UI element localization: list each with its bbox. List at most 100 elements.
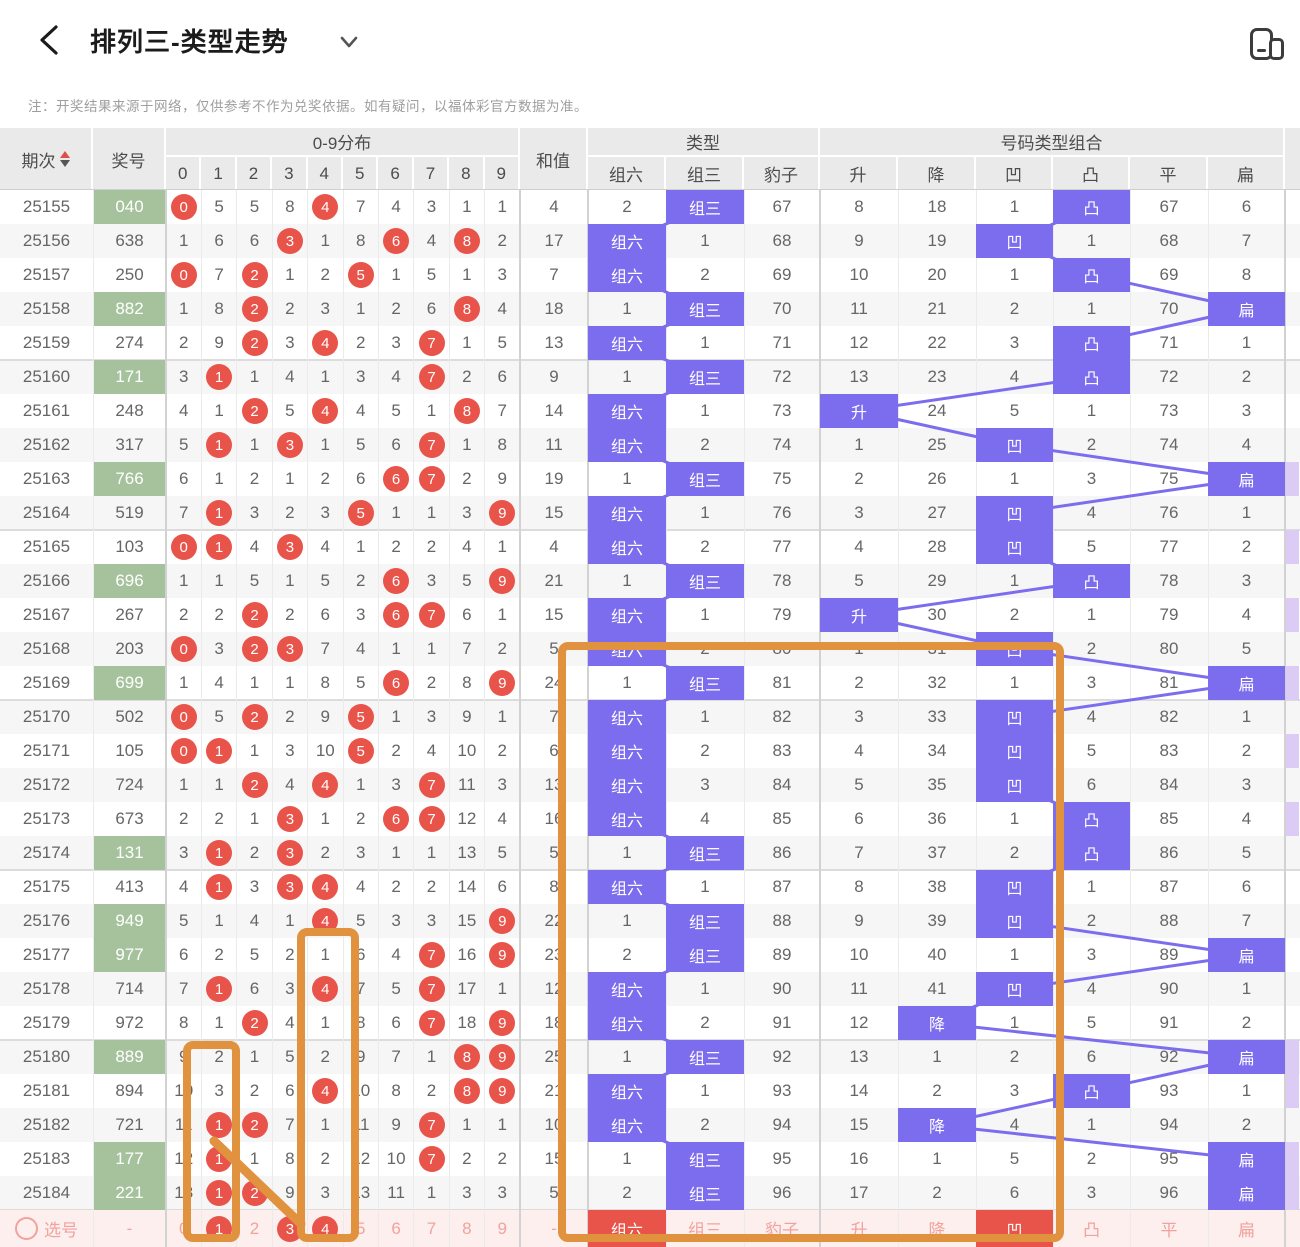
sort-period-header[interactable]: 期次 (0, 128, 93, 190)
chevron-down-icon[interactable] (338, 32, 360, 52)
select-combo-cell[interactable]: 扁 (1238, 1221, 1255, 1240)
lottery-number-cell: 766 (94, 462, 165, 496)
combo-miss-cell: 4 (1009, 367, 1020, 386)
sum-cell: 7 (549, 707, 559, 726)
select-digit[interactable]: 2 (249, 1218, 260, 1238)
type-miss-cell: 95 (772, 1149, 792, 1168)
type-hit-cell: 组六 (588, 428, 666, 462)
type-miss-cell: 93 (772, 1081, 792, 1100)
sum-cell: 7 (549, 265, 559, 284)
type-col-header: 组六 (588, 157, 666, 190)
sum-cell: 13 (544, 333, 564, 352)
digit-hit-ball: 2 (241, 296, 268, 322)
combo-miss-cell: 79 (1159, 605, 1179, 624)
digit-miss-cell: 1 (462, 333, 472, 352)
combo-hit-cell: 凹 (976, 870, 1053, 904)
type-hit-cell: 组三 (666, 1142, 744, 1176)
digit-miss-cell: 5 (462, 571, 472, 590)
combo-miss-cell: 10 (849, 265, 869, 284)
type-miss-cell: 1 (622, 571, 632, 590)
period-cell: 25171 (22, 741, 71, 760)
combo-hit-cell: 扁 (1208, 292, 1285, 326)
digit-miss-cell: 9 (355, 1047, 366, 1066)
digit-hit-ball: 6 (383, 568, 410, 594)
combo-miss-cell: 1 (1241, 979, 1252, 998)
combo-miss-cell: 30 (927, 605, 947, 624)
combo-miss-cell: 4 (854, 741, 864, 760)
combo-miss-cell: 27 (927, 503, 947, 522)
digit-hit-ball: 2 (241, 1180, 268, 1206)
digit-hit-ball: 9 (489, 942, 516, 968)
lottery-number-cell: 696 (94, 564, 165, 598)
lottery-number-cell: 267 (115, 605, 144, 624)
combo-miss-cell: 80 (1159, 639, 1179, 658)
period-cell: 25166 (22, 571, 71, 590)
select-digit[interactable]: 8 (462, 1218, 472, 1238)
type-hit-cell: 组三 (666, 666, 744, 700)
combo-miss-cell: 32 (927, 673, 947, 692)
select-digit[interactable]: 5 (355, 1218, 366, 1238)
digit-hit-ball: 8 (453, 1044, 480, 1070)
combo-miss-cell: 4 (1241, 605, 1252, 624)
combo-miss-cell: 1 (1086, 877, 1097, 896)
combo-miss-cell: 86 (1159, 843, 1179, 862)
period-cell: 25159 (22, 333, 71, 352)
digit-miss-cell: 5 (249, 197, 260, 216)
digit-miss-cell: 4 (320, 537, 331, 556)
edge-sliver-cell (1286, 1176, 1299, 1210)
type-miss-cell: 1 (622, 469, 632, 488)
combo-miss-cell: 1 (1241, 1081, 1252, 1100)
combo-miss-cell: 2 (932, 1183, 942, 1202)
combo-miss-cell: 2 (1009, 299, 1020, 318)
combo-miss-cell: 4 (1241, 435, 1252, 454)
select-combo-cell[interactable]: 凸 (1083, 1221, 1100, 1240)
combo-miss-cell: 1 (1009, 265, 1020, 284)
sum-cell: 19 (544, 469, 564, 488)
combo-miss-cell: 39 (927, 911, 947, 930)
combo-miss-cell: 3 (1241, 775, 1252, 794)
type-col-header: 豹子 (744, 157, 820, 190)
digit-miss-cell: 2 (426, 537, 437, 556)
select-digit[interactable]: 9 (497, 1218, 508, 1238)
combo-miss-cell: 40 (927, 945, 947, 964)
digit-hit-ball: 7 (418, 330, 445, 356)
type-hit-cell: 组六 (588, 530, 666, 564)
combo-miss-cell: 1 (932, 1047, 942, 1066)
digit-miss-cell: 2 (178, 605, 189, 624)
type-miss-cell: 2 (622, 197, 632, 216)
combo-miss-cell: 5 (1009, 401, 1020, 420)
column-divider (165, 190, 167, 1247)
select-circle-icon[interactable] (15, 1217, 38, 1240)
digit-miss-cell: 4 (497, 299, 508, 318)
digit-miss-cell: 5 (285, 1047, 295, 1066)
sort-icon[interactable] (59, 151, 70, 167)
select-combo-cell[interactable]: 平 (1160, 1221, 1178, 1240)
digit-miss-cell: 5 (214, 707, 224, 726)
digit-hit-ball: 9 (489, 568, 516, 594)
select-digit[interactable]: 6 (391, 1218, 401, 1238)
period-cell: 25178 (22, 979, 71, 998)
combo-group-header: 号码类型组合 (820, 128, 1285, 157)
digit-hit-ball: 5 (347, 262, 374, 288)
combo-miss-cell: 74 (1159, 435, 1179, 454)
combo-col-header: 平 (1130, 157, 1208, 190)
panel-layout-icon[interactable] (1238, 28, 1284, 60)
digit-header: 0 (166, 157, 202, 190)
select-digit[interactable]: 7 (426, 1218, 437, 1238)
type-hit-cell: 组六 (588, 802, 666, 836)
type-hit-cell: 组六 (588, 496, 666, 530)
period-cell: 25164 (22, 503, 71, 522)
digit-hit-ball: 6 (383, 806, 410, 832)
type-hit-cell: 组六 (588, 700, 666, 734)
panel-rect-small (1269, 38, 1284, 60)
back-icon[interactable] (36, 24, 62, 56)
digit-miss-cell: 1 (391, 707, 401, 726)
type-miss-cell: 1 (700, 707, 710, 726)
digit-miss-cell: 1 (355, 299, 366, 318)
type-miss-cell: 79 (772, 605, 792, 624)
lottery-number-cell: 103 (115, 537, 144, 556)
digit-miss-cell: 10 (386, 1149, 406, 1168)
combo-miss-cell: 12 (849, 1013, 869, 1032)
digit-miss-cell: 2 (391, 537, 401, 556)
digit-miss-cell: 8 (214, 299, 224, 318)
